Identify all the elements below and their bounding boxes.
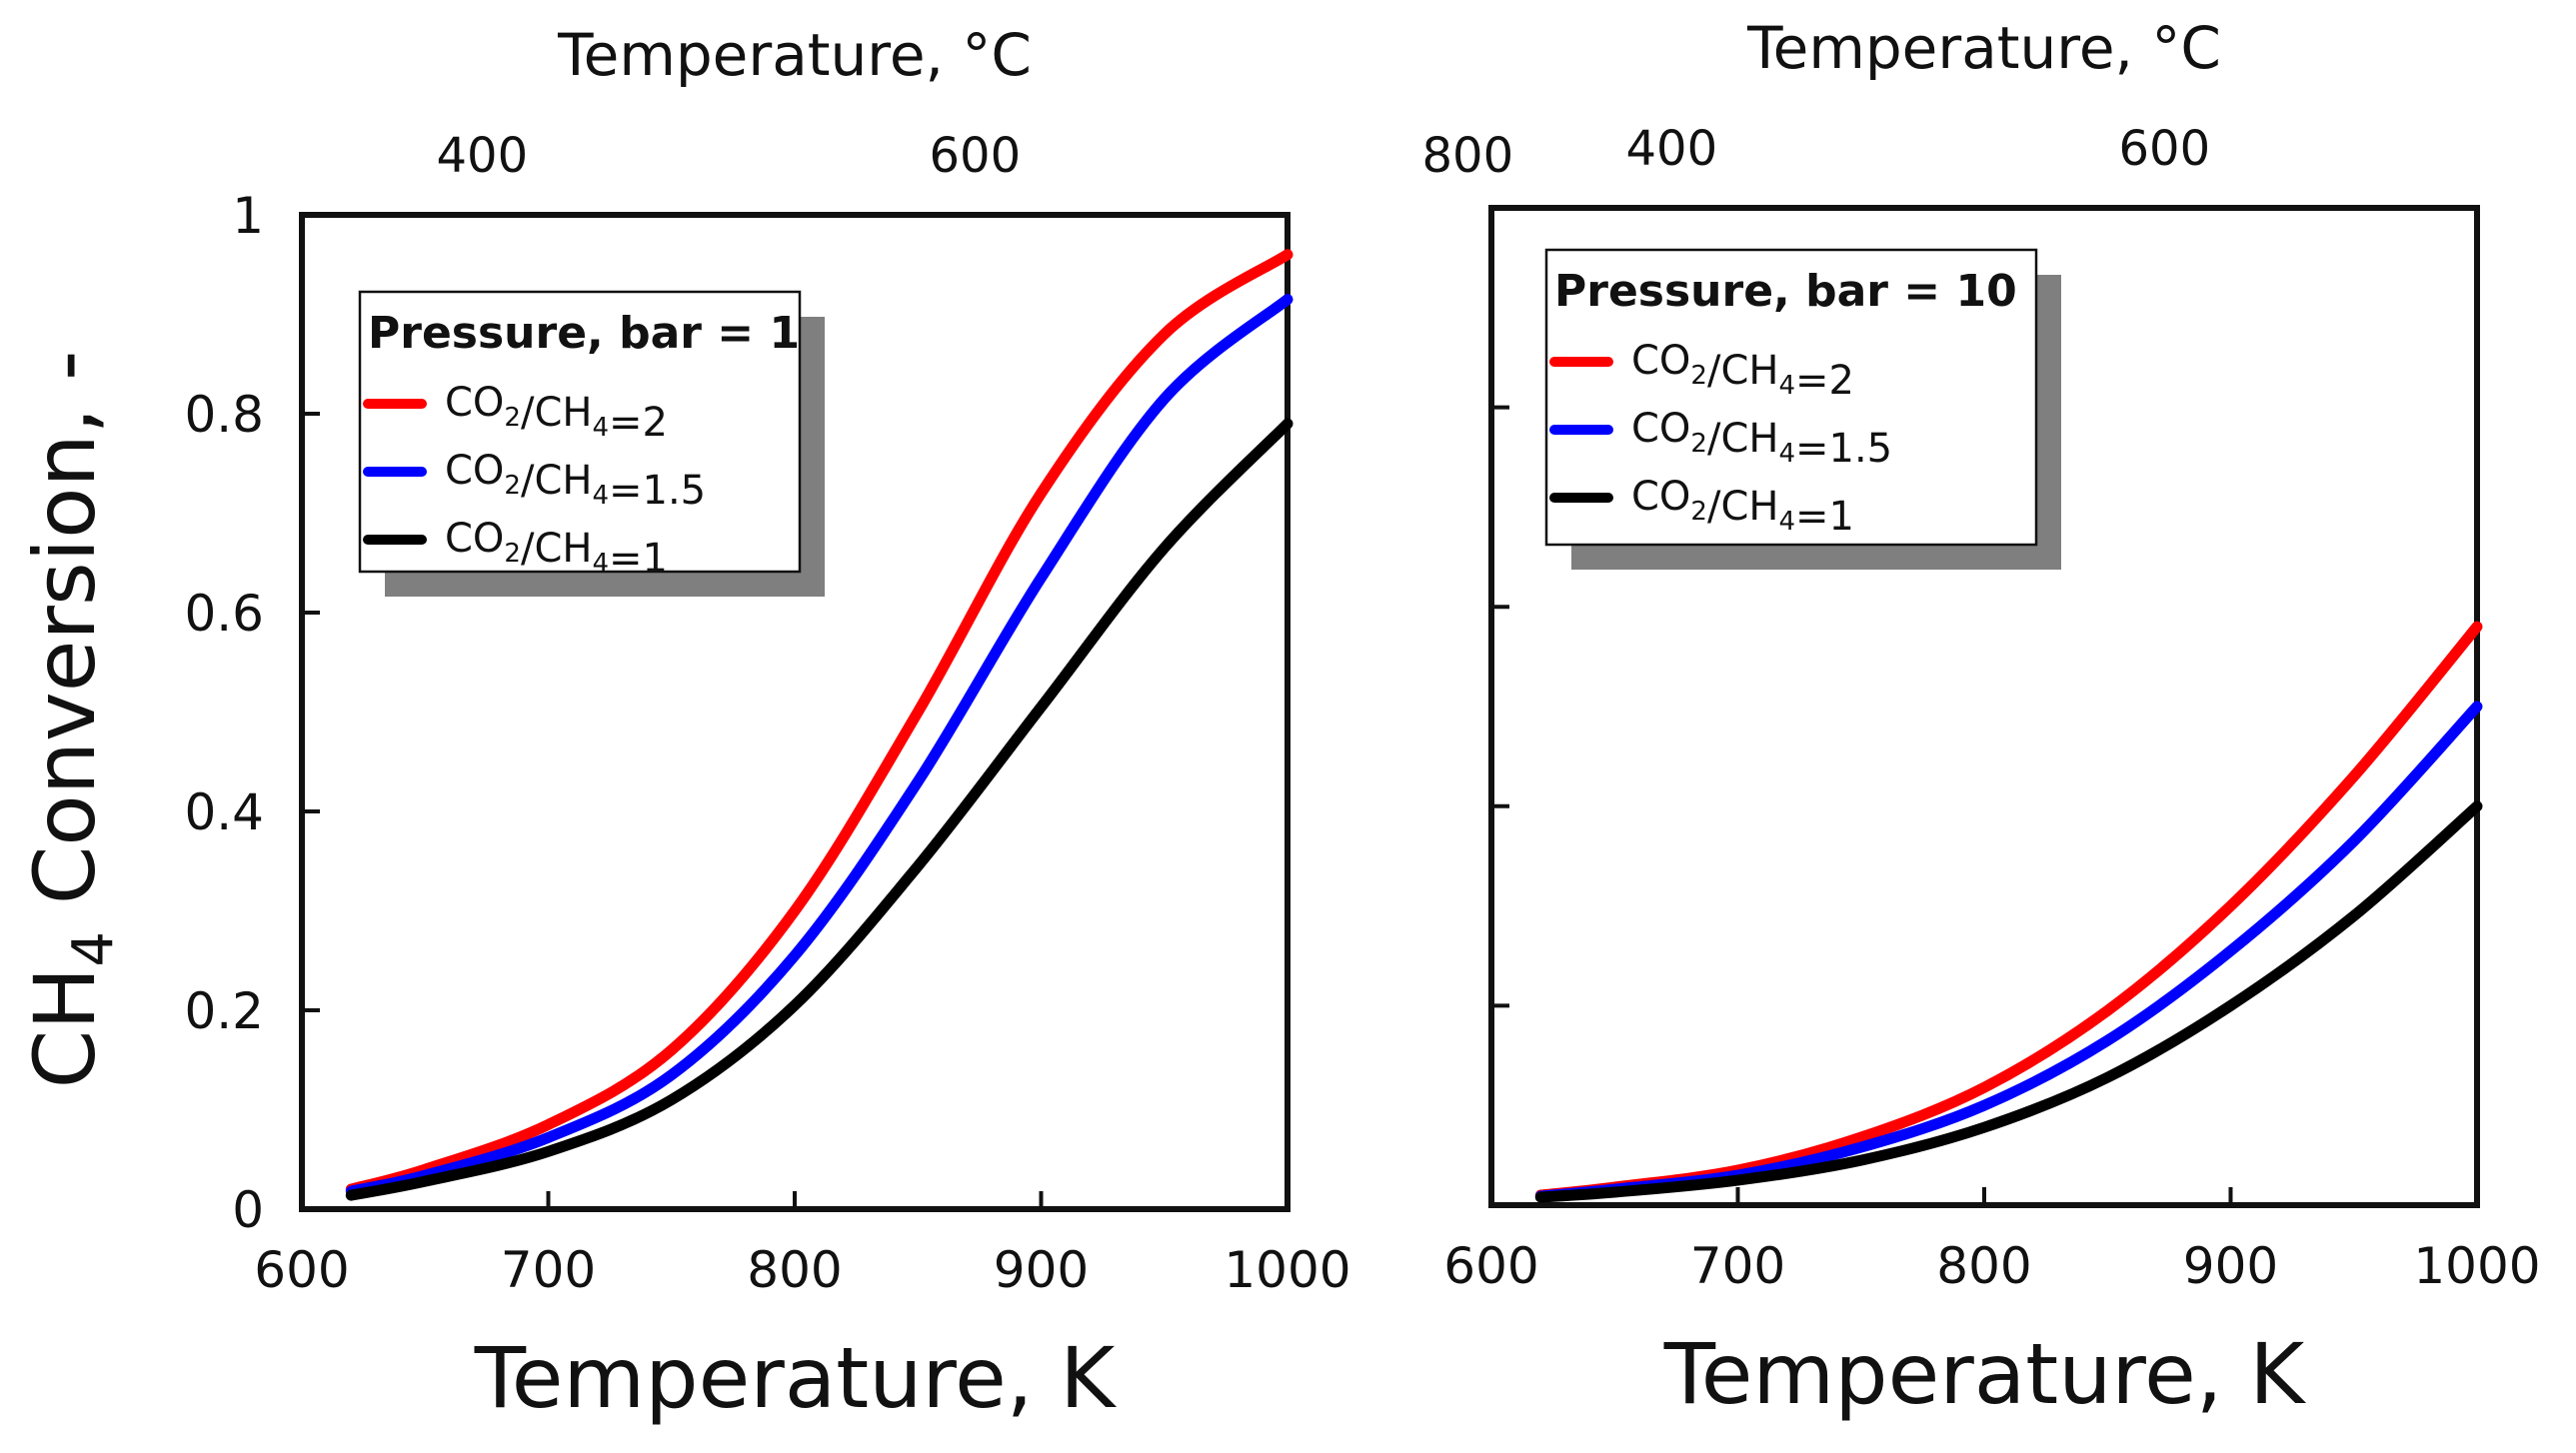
y-tick-label: 0.6 [184,585,264,643]
legend-title: Pressure, bar = 10 [1554,266,2017,317]
legend-entry: CO2/CH4=1.5 [445,448,706,514]
top-axis-title: Temperature, °C [1746,14,2221,82]
right-chart-panel: 6007008009001000400600800Temperature, KT… [1443,14,2540,1423]
legend [358,290,802,574]
legend-entry: CO2/CH4=2 [1631,338,1854,404]
top-tick-label: 800 [1422,128,1514,184]
legend-entry: CO2/CH4=2 [445,380,668,446]
x-axis-title: Temperature, K [474,1329,1117,1427]
x-tick-label: 1000 [2413,1237,2540,1295]
legend-entry: CO2/CH4=1 [1631,474,1854,540]
legend-title: Pressure, bar = 1 [368,308,800,359]
x-tick-label: 900 [994,1241,1089,1299]
series-line [345,249,1293,1195]
top-tick-label: 600 [2119,121,2211,177]
x-tick-label: 900 [2183,1237,2278,1295]
legend-entry: CO2/CH4=1 [445,516,668,582]
series-line [345,294,1293,1197]
top-axis-title: Temperature, °C [557,21,1032,89]
top-tick-label: 600 [930,128,1022,184]
x-tick-label: 800 [747,1241,842,1299]
x-axis-title: Temperature, K [1663,1325,2306,1423]
y-tick-label: 0.2 [184,982,264,1040]
legend [1544,248,2038,547]
series-line [345,418,1293,1201]
series-line [1534,800,2483,1203]
x-tick-label: 600 [254,1241,349,1299]
x-tick-label: 700 [501,1241,596,1299]
top-tick-label: 400 [437,128,529,184]
x-tick-label: 1000 [1224,1241,1350,1299]
x-tick-label: 600 [1443,1237,1538,1295]
x-tick-label: 800 [1936,1237,2031,1295]
y-axis-title: CH4 Conversion, - [16,351,126,1089]
left-chart-panel: 600 700 800 900 1000 0 0.2 0.4 0.6 0.8 1 400 600 800 T… [184,21,1513,1427]
y-tick-label: 0 [232,1181,264,1239]
legend-entry: CO2/CH4=1.5 [1631,406,1892,472]
top-tick-label: 400 [1626,121,1718,177]
x-tick-label: 700 [1690,1237,1785,1295]
y-tick-label: 0.4 [184,783,264,841]
y-tick-label: 1 [232,187,264,245]
series-line [1534,621,2483,1201]
y-tick-label: 0.8 [184,386,264,444]
